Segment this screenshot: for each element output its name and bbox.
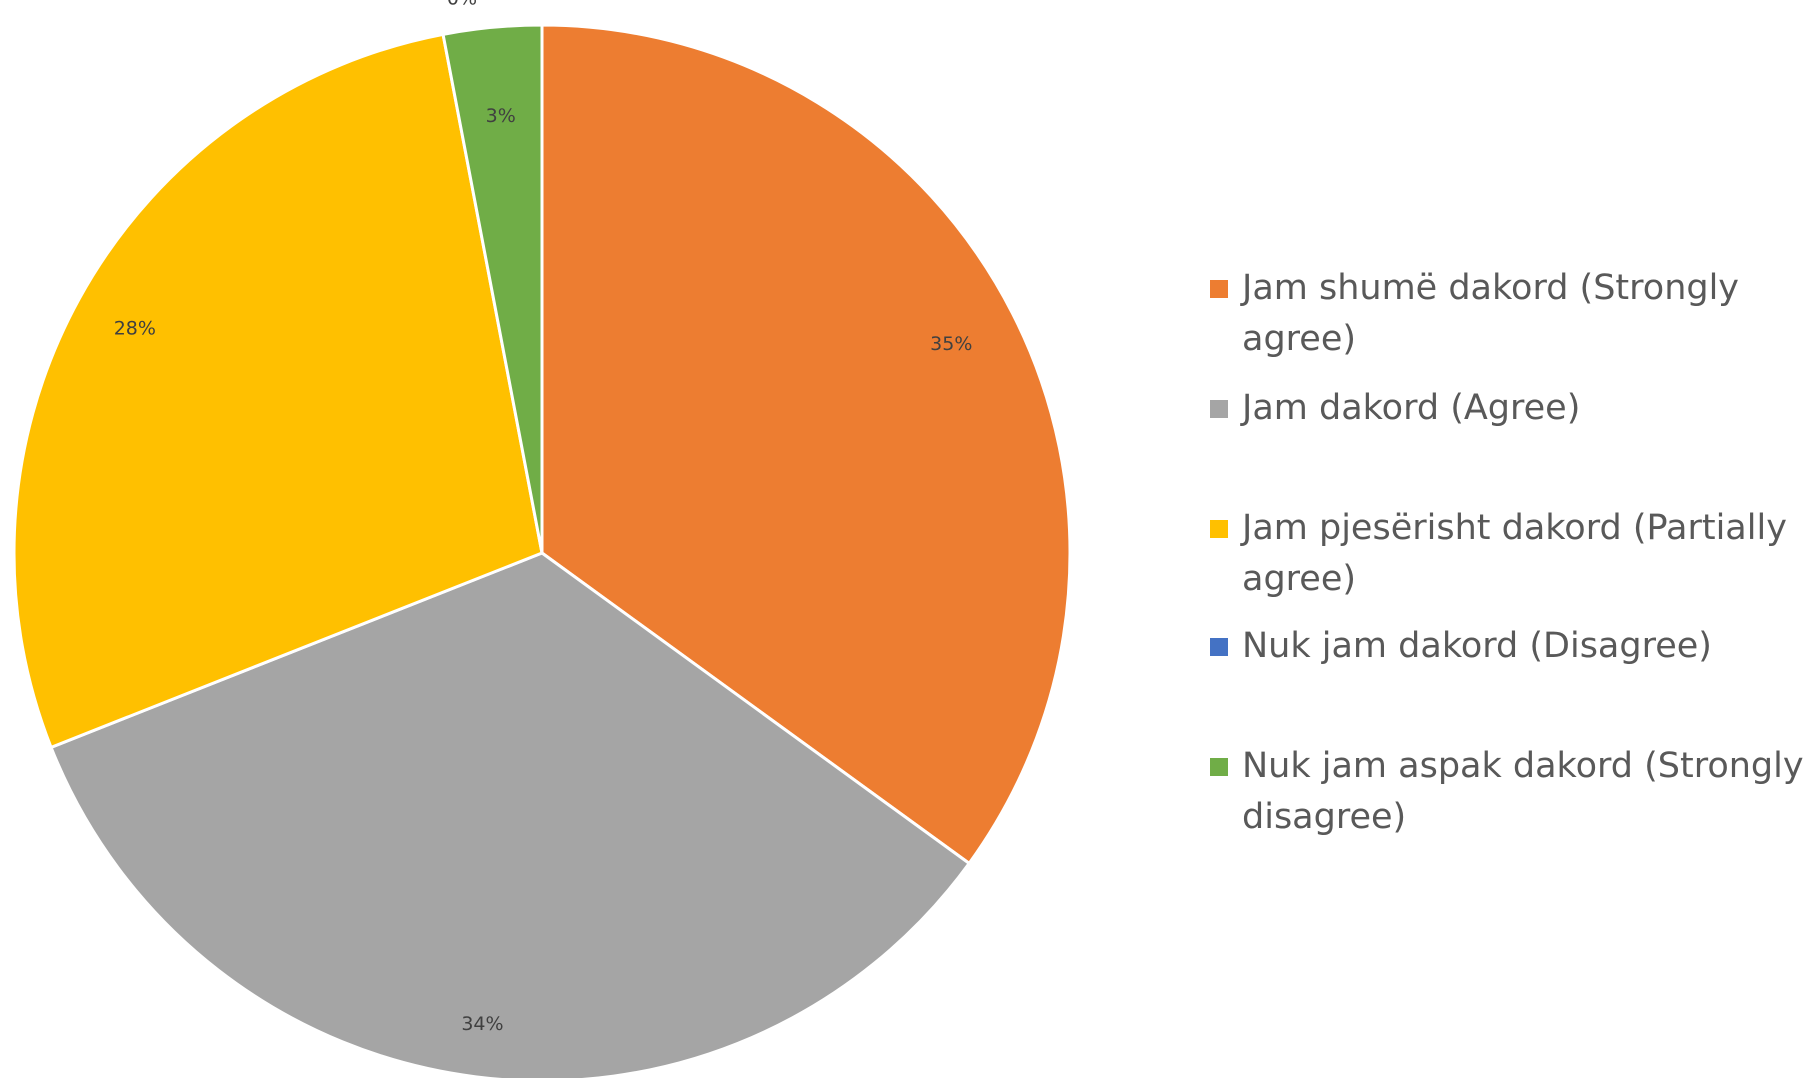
legend-label-nuk-jam-dakord-disagree: Nuk jam dakord (Disagree) [1242,626,1712,666]
slice-label-jam-pjes-risht-dakord-partially-agree: 28% [114,318,156,340]
slice-label-jam-shum-dakord-strongly-agree: 35% [930,333,972,355]
pie-slice-jam-dakord-agree [49,551,972,1078]
pie-slice-jam-pjes-risht-dakord-partially-agree [12,32,544,750]
legend-swatch-jam-dakord-agree [1210,400,1228,418]
legend-item-jam-pjes-risht-dakord-partially-agree: Jam pjesërisht dakord (Partially agree) [1210,508,1787,599]
legend-label-nuk-jam-aspak-dakord-strongly-disagree-line-2: disagree) [1242,797,1406,837]
slice-label-nuk-jam-dakord-disagree: 0% [447,0,477,10]
legend-label-jam-shum-dakord-strongly-agree-line-2: agree) [1242,319,1356,359]
pie-slice-nuk-jam-aspak-dakord-strongly-disagree [441,23,544,554]
legend-item-nuk-jam-aspak-dakord-strongly-disagree: Nuk jam aspak dakord (Strongly disagree) [1210,746,1804,837]
slice-label-jam-dakord-agree: 34% [461,1013,503,1035]
slice-labels: 35% 34% 28% 0% 3% [114,0,973,1035]
legend-item-jam-dakord-agree: Jam dakord (Agree) [1210,388,1580,428]
legend-swatch-nuk-jam-dakord-disagree [1210,638,1228,656]
legend-swatch-nuk-jam-aspak-dakord-strongly-disagree [1210,758,1228,776]
pie-slices [12,23,1072,1078]
pie-slice-jam-shum-dakord-strongly-agree [540,23,1072,866]
legend-label-nuk-jam-aspak-dakord-strongly-disagree: Nuk jam aspak dakord (Strongly [1242,746,1804,786]
legend-item-jam-shum-dakord-strongly-agree: Jam shumë dakord (Strongly agree) [1210,268,1739,359]
legend: Jam shumë dakord (Strongly agree) Jam dako… [1210,268,1804,837]
legend-label-jam-pjes-risht-dakord-partially-agree-line-2: agree) [1242,559,1356,599]
legend-label-jam-dakord-agree: Jam dakord (Agree) [1240,388,1580,428]
legend-label-jam-pjes-risht-dakord-partially-agree: Jam pjesërisht dakord (Partially [1240,508,1787,548]
legend-swatch-jam-pjes-risht-dakord-partially-agree [1210,520,1228,538]
legend-swatch-jam-shum-dakord-strongly-agree [1210,280,1228,298]
legend-label-jam-shum-dakord-strongly-agree: Jam shumë dakord (Strongly [1240,268,1739,308]
slice-label-nuk-jam-aspak-dakord-strongly-disagree: 3% [486,105,516,127]
legend-item-nuk-jam-dakord-disagree: Nuk jam dakord (Disagree) [1210,626,1712,666]
